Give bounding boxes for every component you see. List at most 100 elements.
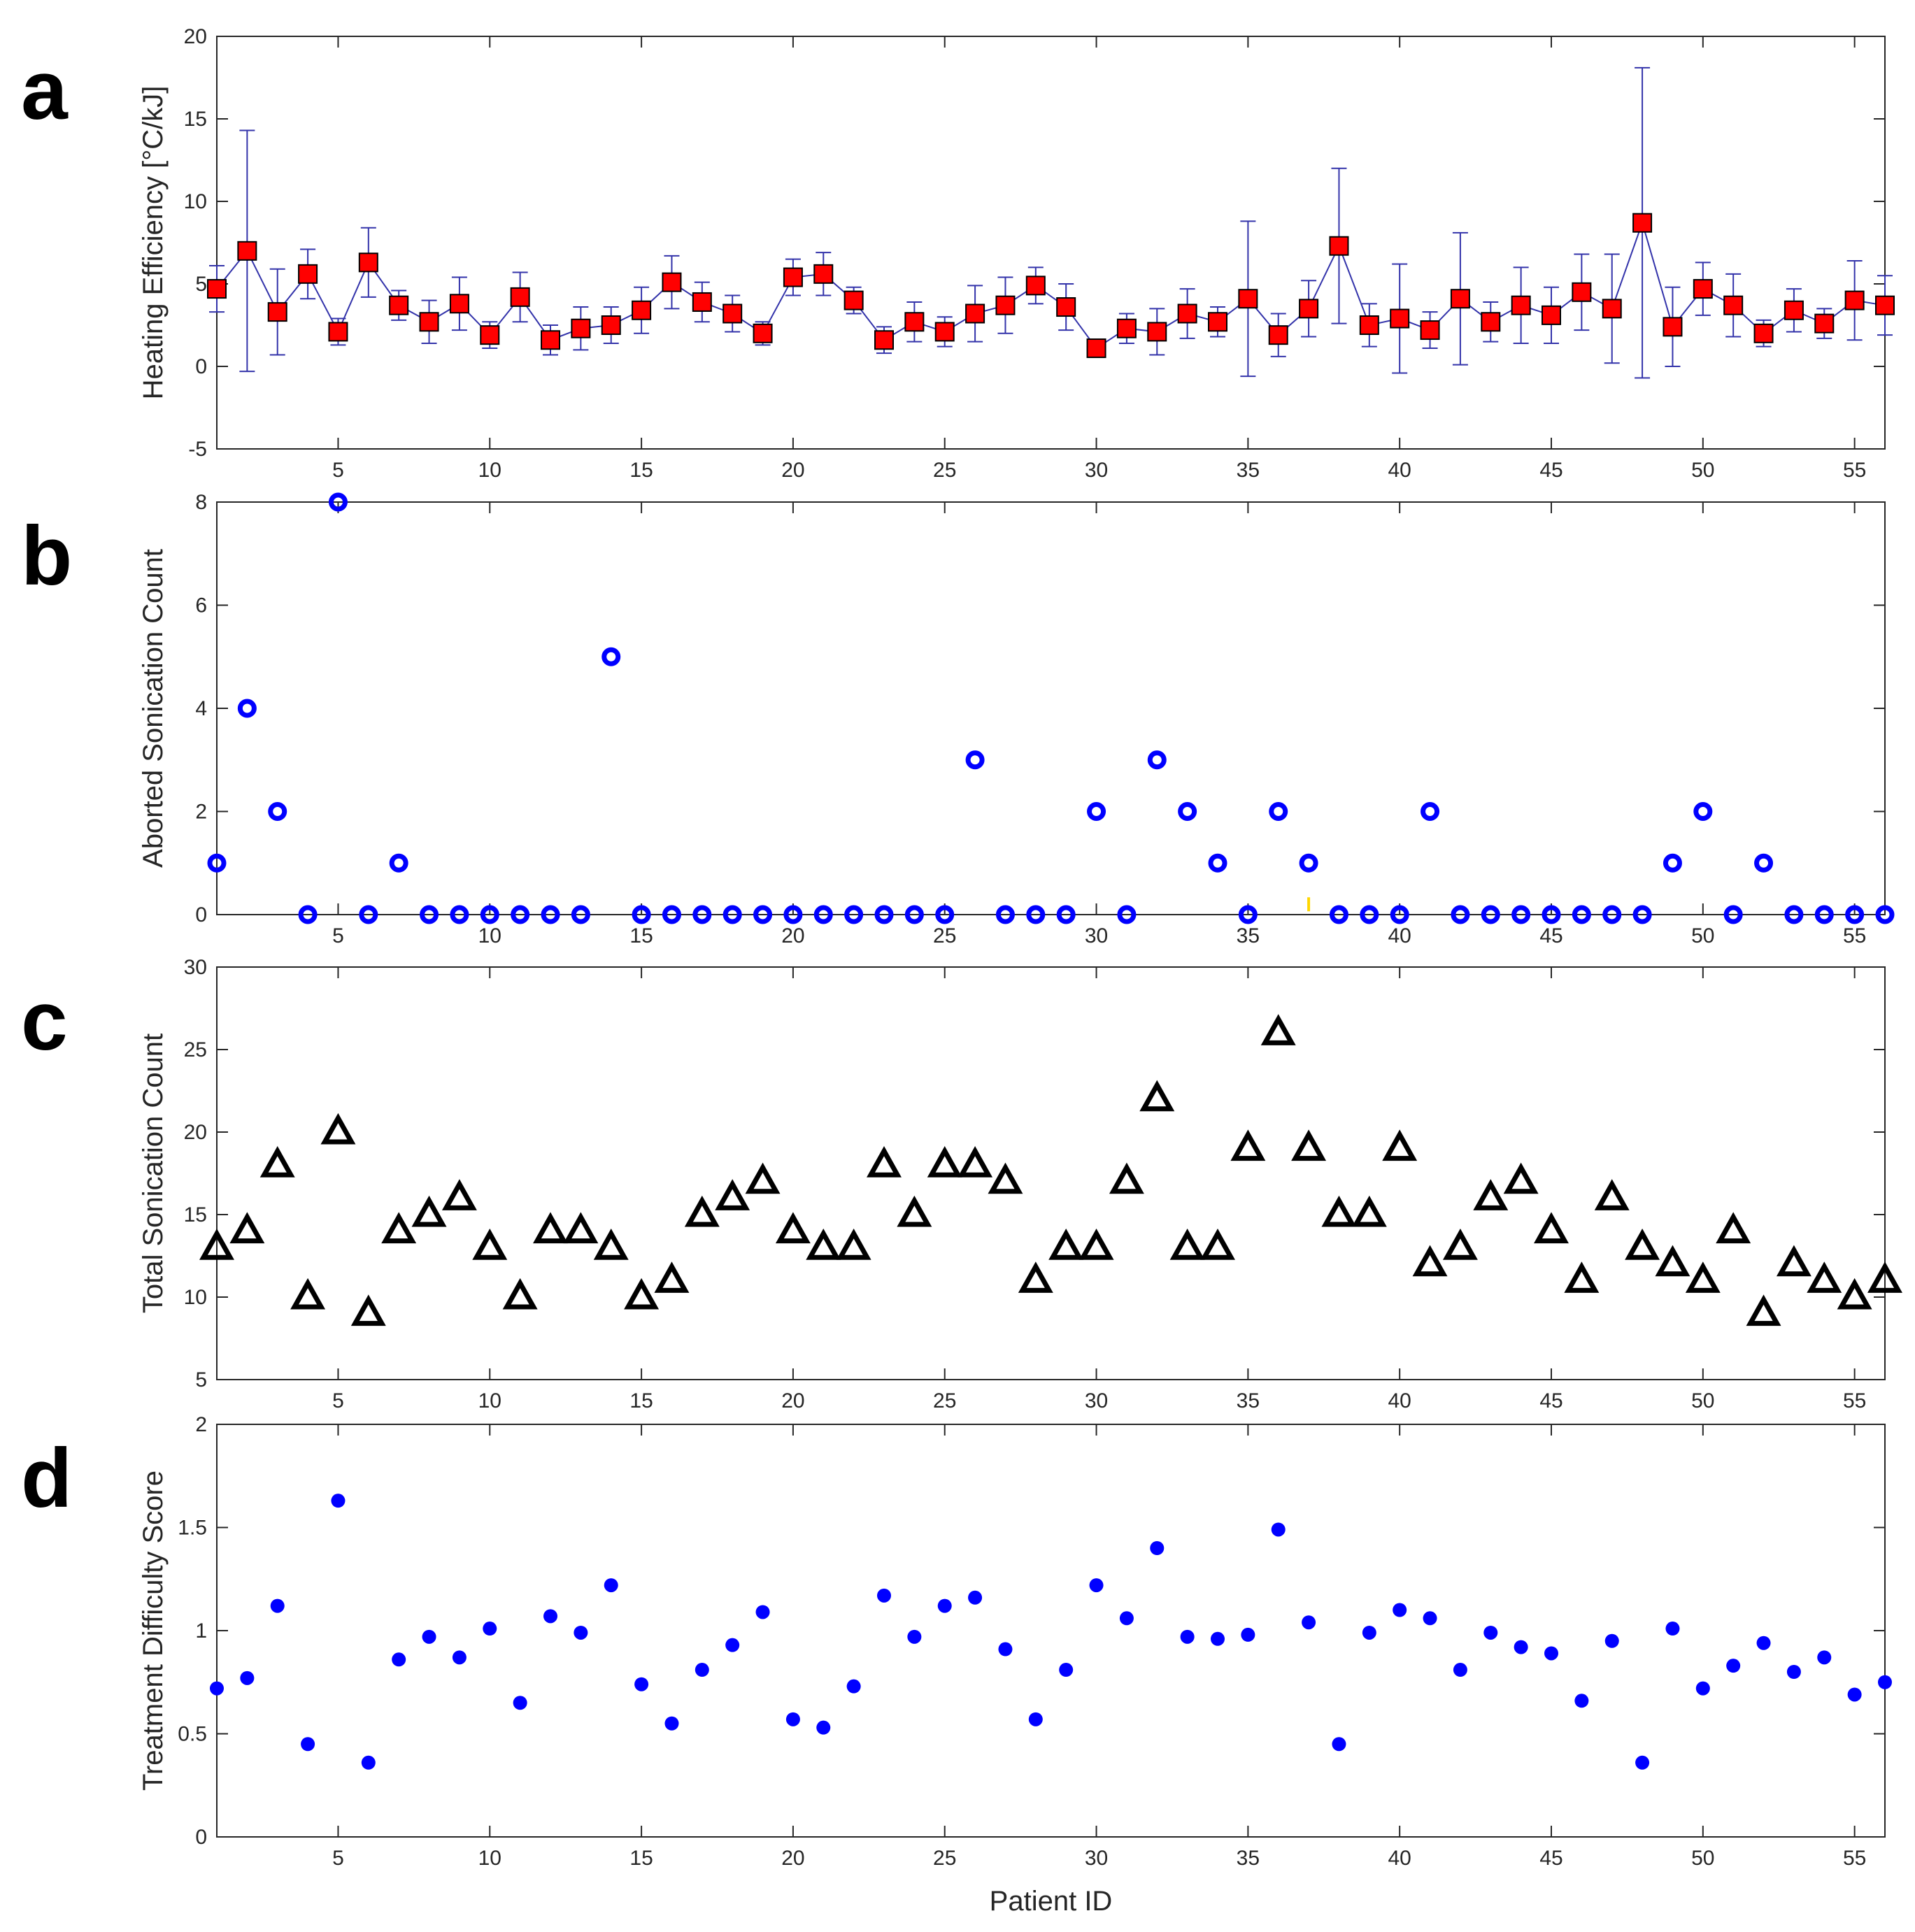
data-point xyxy=(361,1755,376,1770)
data-point xyxy=(846,1679,861,1694)
data-point xyxy=(320,1112,356,1145)
data-point xyxy=(1329,236,1349,256)
data-point xyxy=(1332,1737,1346,1752)
data-point xyxy=(813,905,833,924)
data-point xyxy=(601,315,621,335)
x-tick-label: 35 xyxy=(1237,924,1260,947)
x-tick-label: 15 xyxy=(629,1847,653,1870)
data-point xyxy=(543,1609,557,1624)
data-point xyxy=(1117,905,1137,924)
data-point xyxy=(725,1638,740,1652)
y-tick-label: 20 xyxy=(184,1121,207,1144)
data-point xyxy=(358,252,378,273)
data-point xyxy=(1078,1229,1114,1260)
data-point xyxy=(1726,1659,1741,1673)
data-point xyxy=(1086,338,1106,359)
x-tick-label: 5 xyxy=(332,924,344,947)
data-point xyxy=(755,1605,770,1619)
y-tick-label: 1 xyxy=(195,1619,207,1643)
x-tick-label: 5 xyxy=(332,459,344,482)
data-point xyxy=(1685,1261,1721,1293)
x-tick-label: 20 xyxy=(781,924,804,947)
panel-letter: d xyxy=(21,1431,72,1525)
data-point xyxy=(1511,295,1531,315)
data-point xyxy=(692,905,712,924)
data-point xyxy=(715,1179,750,1210)
x-tick-label: 25 xyxy=(933,1389,956,1412)
data-point xyxy=(1776,1245,1811,1277)
data-point xyxy=(995,295,1016,315)
data-point xyxy=(874,330,894,350)
y-tick-label: 10 xyxy=(184,1286,207,1309)
data-point xyxy=(1723,295,1744,315)
y-tick-label: 25 xyxy=(184,1038,207,1061)
data-point xyxy=(381,1212,417,1244)
data-point xyxy=(745,1162,781,1194)
data-point xyxy=(1481,312,1501,332)
data-point xyxy=(785,1712,800,1726)
x-tick-label: 55 xyxy=(1843,459,1866,482)
data-point xyxy=(240,1670,255,1685)
y-tick-label: 2 xyxy=(195,1413,207,1436)
data-point xyxy=(1473,1179,1509,1210)
data-point xyxy=(1268,325,1288,345)
x-tick-label: 45 xyxy=(1539,924,1562,947)
x-tick-label: 45 xyxy=(1539,1847,1562,1870)
data-point xyxy=(513,1696,527,1710)
data-point xyxy=(1695,1681,1710,1696)
data-point xyxy=(844,905,864,924)
plot-frame xyxy=(216,1424,1886,1838)
data-point xyxy=(874,905,894,924)
data-point xyxy=(1147,750,1167,770)
data-point xyxy=(1594,1179,1630,1210)
panel-a: 5 10 15 20 25 30 35 40 45 50 55 -5 0 5 10 15 20 Heating E… xyxy=(21,25,1895,482)
data-point xyxy=(664,1716,679,1731)
data-point xyxy=(877,1588,891,1603)
data-point xyxy=(1756,1636,1771,1650)
data-point xyxy=(541,330,560,350)
data-point xyxy=(634,1677,649,1691)
x-tick-label: 40 xyxy=(1388,1847,1411,1870)
data-point xyxy=(897,1195,932,1227)
data-point xyxy=(836,1229,871,1260)
data-point xyxy=(411,1195,447,1227)
data-point xyxy=(350,1294,386,1326)
data-point xyxy=(1169,1229,1205,1260)
data-point xyxy=(692,292,712,312)
data-point xyxy=(1423,1611,1437,1626)
y-axis-label: Aborted Sonication Count xyxy=(138,549,169,868)
data-point xyxy=(1269,802,1288,821)
data-point xyxy=(541,905,560,924)
data-point xyxy=(1302,1615,1316,1630)
data-point xyxy=(1360,905,1379,924)
x-tick-label: 55 xyxy=(1843,924,1866,947)
x-tick-label: 10 xyxy=(478,924,501,947)
data-point xyxy=(1655,1245,1690,1277)
x-tick-label: 45 xyxy=(1539,459,1562,482)
data-point xyxy=(259,1146,295,1178)
data-point xyxy=(1602,905,1622,924)
y-tick-label: 15 xyxy=(184,1203,207,1226)
data-point xyxy=(1150,1541,1165,1555)
data-point xyxy=(1351,1195,1387,1227)
data-point xyxy=(1056,297,1076,317)
data-point xyxy=(480,325,500,345)
x-tick-label: 35 xyxy=(1237,1847,1260,1870)
data-point xyxy=(472,1229,508,1260)
data-point xyxy=(1059,1663,1074,1677)
data-point xyxy=(1784,300,1804,320)
data-point xyxy=(1116,318,1137,338)
data-point xyxy=(1177,303,1197,324)
data-point xyxy=(813,264,834,284)
y-tick-label: 0 xyxy=(195,1826,207,1849)
data-point xyxy=(1564,1261,1600,1293)
data-point xyxy=(1542,905,1561,924)
data-point xyxy=(783,905,803,924)
data-point xyxy=(1299,299,1319,319)
data-point xyxy=(298,264,318,284)
data-point xyxy=(510,287,530,307)
data-point xyxy=(422,1629,436,1644)
data-point xyxy=(1139,1080,1175,1112)
data-point xyxy=(934,322,955,342)
data-point xyxy=(268,802,287,821)
